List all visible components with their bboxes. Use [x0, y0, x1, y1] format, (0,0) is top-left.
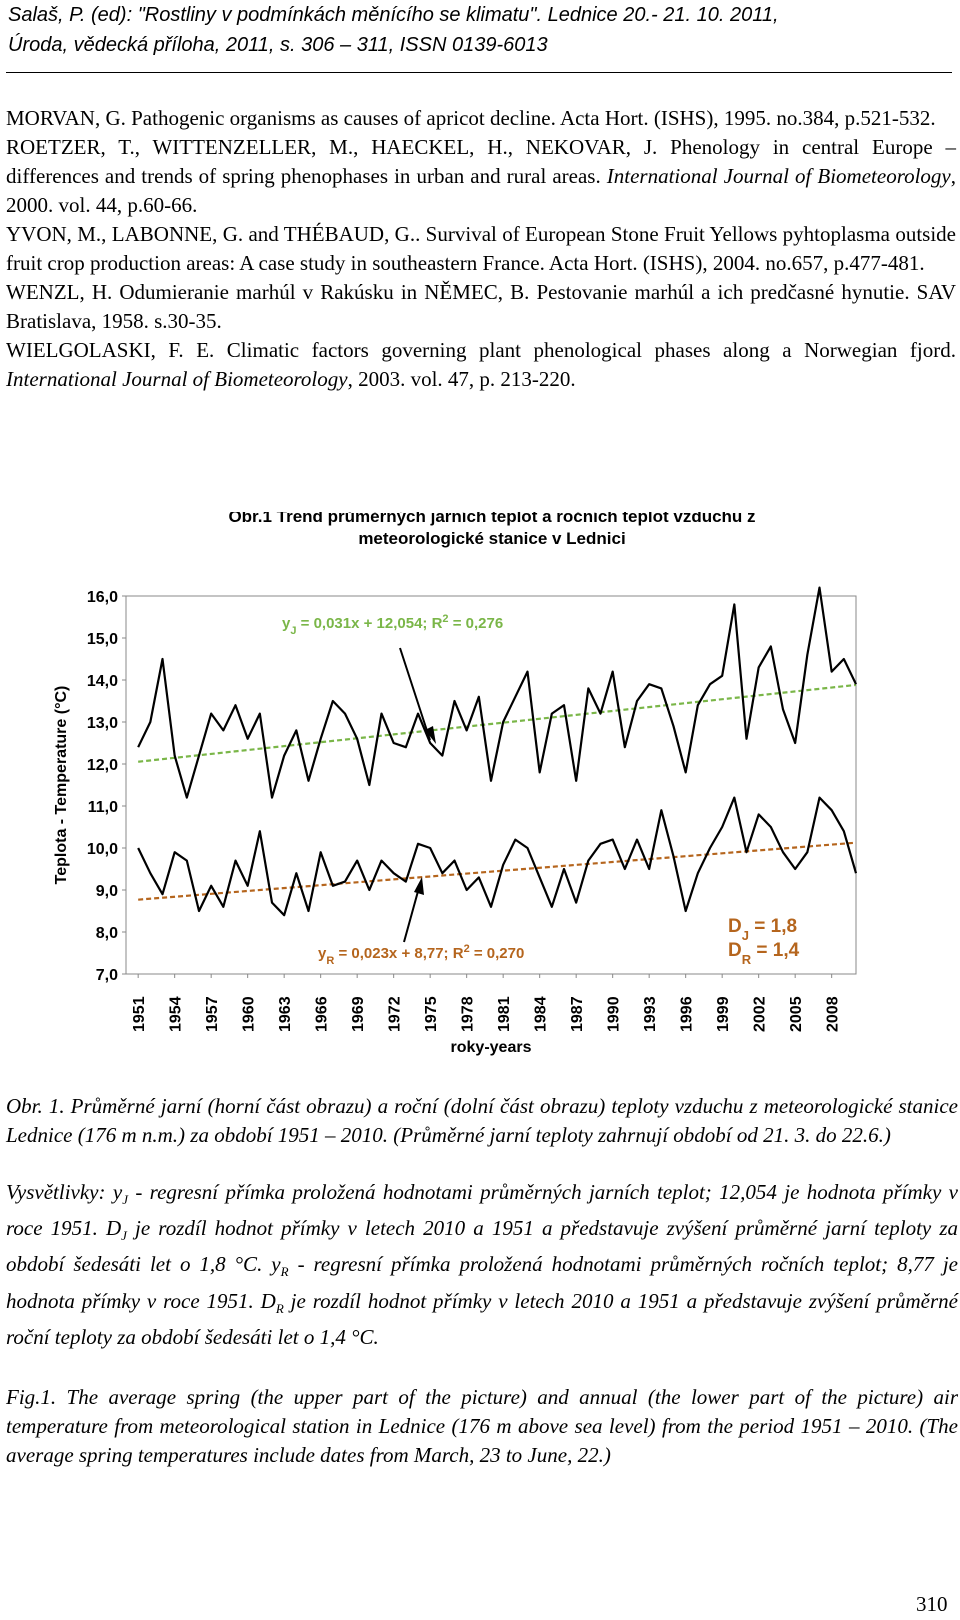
x-tick-label: 1951: [131, 996, 148, 1032]
reference-list: MORVAN, G. Pathogenic organisms as cause…: [6, 104, 956, 394]
plot-area: [125, 595, 857, 975]
reference-item: WIELGOLASKI, F. E. Climatic factors gove…: [6, 336, 956, 394]
annotation-arrow: [399, 647, 431, 741]
page-header: Salaš, P. (ed): "Rostliny v podmínkách m…: [8, 0, 938, 60]
annual-trend-line: [138, 841, 857, 901]
y-tick-label: 9,0: [96, 883, 118, 900]
y-tick-label: 7,0: [96, 967, 118, 984]
y-axis-label: Teplota - Temperature (°C): [53, 686, 70, 885]
header-divider: [6, 72, 952, 73]
x-tick-label: 1975: [423, 996, 440, 1032]
y-tick-label: 8,0: [96, 925, 118, 942]
reference-text: WIELGOLASKI, F. E. Climatic factors gove…: [6, 338, 956, 362]
figure-caption-en: Fig.1. The average spring (the upper par…: [6, 1385, 958, 1467]
reference-journal: International Journal of Biometeorology: [6, 367, 348, 391]
reference-item: ROETZER, T., WITTENZELLER, M., HAECKEL, …: [6, 133, 956, 220]
page-number: 310: [916, 1592, 948, 1616]
header-line-1: Salaš, P. (ed): "Rostliny v podmínkách m…: [8, 4, 779, 26]
x-tick-label: 1978: [460, 996, 477, 1032]
x-tick-label: 1966: [314, 996, 331, 1032]
spring-trend-line: [138, 683, 857, 763]
figure-caption-cz: Obr. 1. Průměrné jarní (horní část obraz…: [6, 1094, 958, 1147]
chart-title: Obr.1 Trend průměrných jarních teplot a …: [228, 512, 755, 526]
temperature-chart: Obr.1 Trend průměrných jarních teplot a …: [53, 512, 858, 1056]
reference-details: , 2003. vol. 47, p. 213-220.: [347, 367, 576, 391]
reference-text: MORVAN, G. Pathogenic organisms as cause…: [6, 106, 936, 130]
annual-temperature-line: [137, 796, 858, 917]
x-tick-label: 1990: [606, 996, 623, 1032]
x-tick-label: 1957: [204, 996, 221, 1032]
dj-label: DJ = 1,8: [728, 916, 797, 943]
y-tick-label: 15,0: [87, 631, 118, 648]
spring-trend-equation: yJ = 0,031x + 12,054; R2 = 0,276: [282, 613, 503, 637]
x-tick-label: 1999: [715, 996, 732, 1032]
header-line-2: Úroda, vědecká příloha, 2011, s. 306 – 3…: [8, 34, 548, 56]
x-tick-label: 1981: [496, 996, 513, 1032]
y-tick-label: 12,0: [87, 757, 118, 774]
y-tick-label: 10,0: [87, 841, 118, 858]
y-tick-label: 11,0: [88, 799, 118, 816]
x-tick-label: 2002: [752, 996, 769, 1032]
reference-journal: International Journal of Biometeorology: [606, 164, 951, 188]
x-tick-label: 1969: [350, 996, 367, 1032]
x-tick-label: 1996: [679, 996, 696, 1032]
y-tick-label: 13,0: [87, 715, 118, 732]
arrow-head: [425, 726, 436, 744]
x-axis-label: roky-years: [451, 1039, 532, 1056]
annual-trend-equation: yR = 0,023x + 8,77; R2 = 0,270: [318, 943, 524, 967]
reference-text: WENZL, H. Odumieranie marhúl v Rakúsku i…: [6, 280, 956, 333]
reference-item: WENZL, H. Odumieranie marhúl v Rakúsku i…: [6, 278, 956, 336]
chart-title: meteorologické stanice v Lednici: [358, 529, 625, 548]
x-tick-label: 1993: [642, 996, 659, 1032]
reference-details: , 2000. vol. 44, p.60-66.: [6, 164, 956, 217]
y-tick-label: 14,0: [87, 673, 118, 690]
x-tick-label: 1963: [277, 996, 294, 1032]
arrow-head: [414, 877, 424, 895]
figure-legend-explanation: Vysvětlivky: yJ - regresní přímka prolož…: [6, 1180, 958, 1349]
x-tick-label: 1960: [241, 996, 258, 1032]
x-tick-label: 1954: [168, 996, 185, 1032]
x-tick-label: 1984: [533, 996, 550, 1032]
x-tick-label: 2005: [788, 996, 805, 1032]
reference-item: MORVAN, G. Pathogenic organisms as cause…: [6, 104, 956, 133]
x-tick-label: 1972: [387, 996, 404, 1032]
x-tick-label: 2008: [825, 996, 842, 1032]
x-tick-label: 1987: [569, 996, 586, 1032]
reference-text: ROETZER, T., WITTENZELLER, M., HAECKEL, …: [6, 135, 956, 188]
reference-text: YVON, M., LABONNE, G. and THÉBAUD, G.. S…: [6, 222, 956, 275]
annotation-arrow: [403, 883, 421, 943]
reference-item: YVON, M., LABONNE, G. and THÉBAUD, G.. S…: [6, 220, 956, 278]
y-tick-label: 16,0: [87, 589, 118, 606]
dr-label: DR = 1,4: [728, 940, 800, 967]
spring-temperature-line: [137, 586, 857, 799]
